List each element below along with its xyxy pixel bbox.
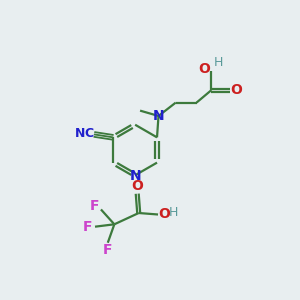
- Text: N: N: [74, 127, 85, 140]
- Text: F: F: [90, 199, 99, 213]
- Text: O: O: [131, 179, 143, 193]
- Text: O: O: [199, 62, 211, 76]
- Text: H: H: [169, 206, 178, 219]
- Text: N: N: [153, 109, 164, 123]
- Text: O: O: [230, 83, 242, 97]
- Text: F: F: [83, 220, 92, 234]
- Text: F: F: [102, 243, 112, 257]
- Text: N: N: [129, 169, 141, 183]
- Text: H: H: [213, 56, 223, 69]
- Text: C: C: [84, 127, 93, 140]
- Text: O: O: [158, 208, 170, 221]
